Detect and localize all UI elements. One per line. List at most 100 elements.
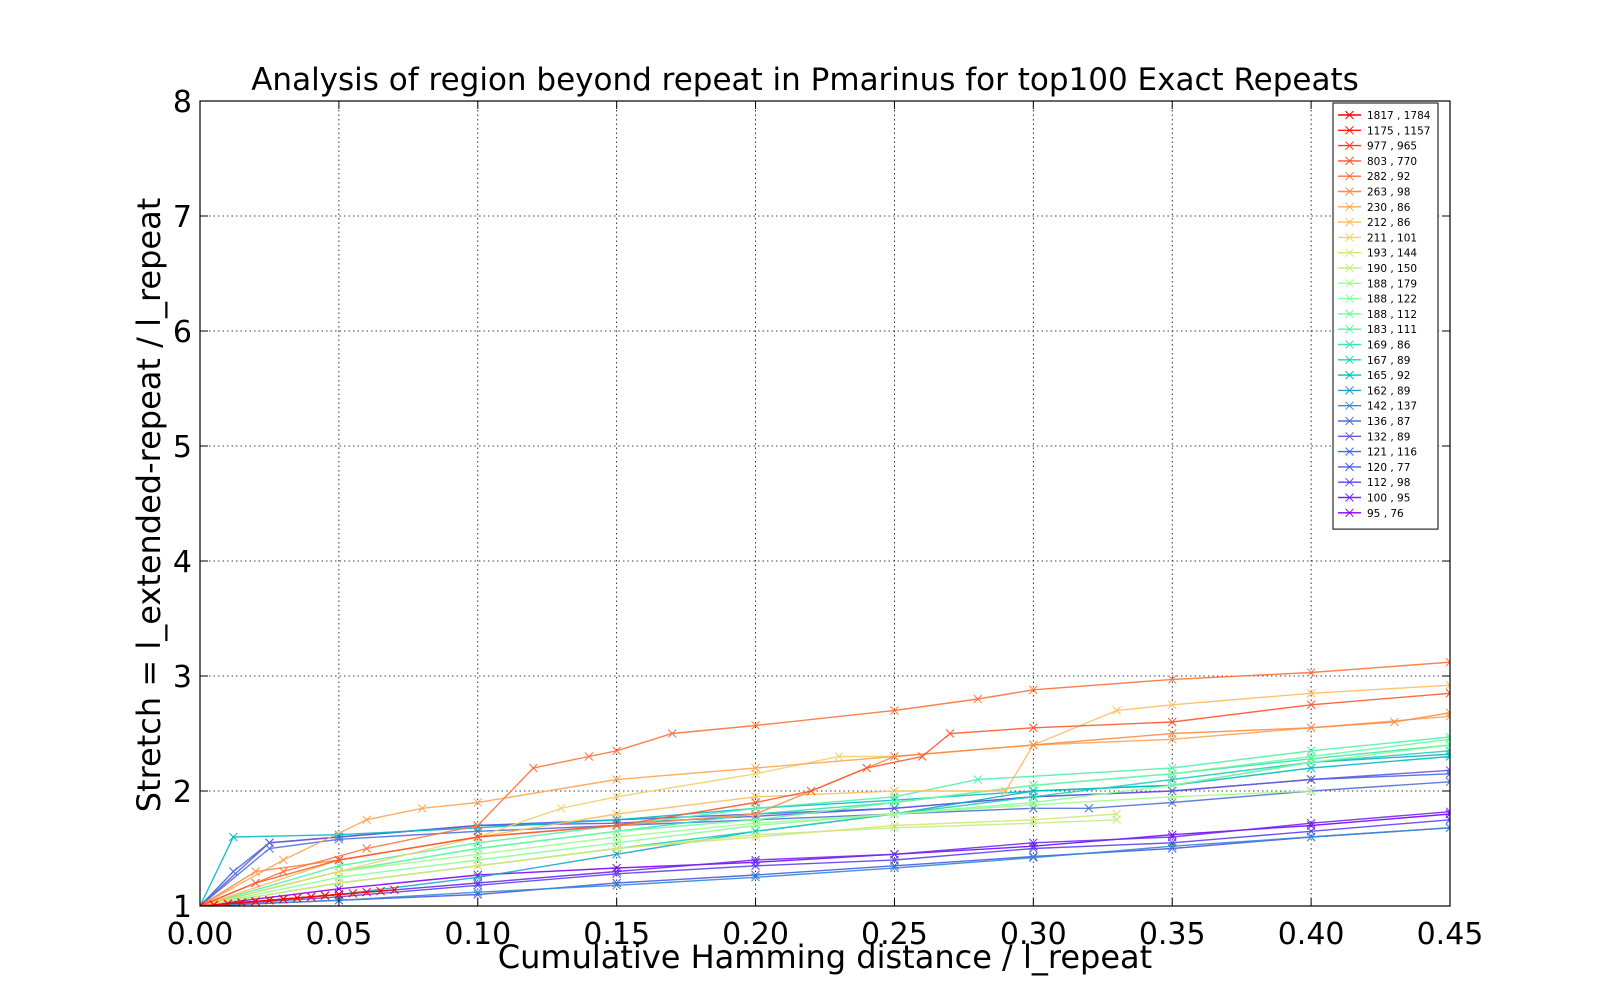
- legend-label: 112 , 98: [1367, 477, 1410, 489]
- data-point-marker: [667, 729, 677, 738]
- data-point-marker: [1028, 723, 1038, 733]
- series-193-144: [200, 809, 1122, 906]
- data-point-marker: [334, 834, 344, 844]
- marker-stroke: [1345, 386, 1354, 395]
- data-point-marker: [334, 878, 344, 888]
- marker-stroke: [751, 809, 760, 819]
- legend-label: 977 , 965: [1367, 141, 1417, 153]
- legend-marker: [1345, 263, 1354, 273]
- legend-marker: [1345, 248, 1354, 258]
- legend-entry: 190 , 150: [1338, 263, 1417, 275]
- legend-entry: 211 , 101: [1338, 232, 1417, 244]
- data-point-marker: [251, 897, 260, 906]
- legend-marker: [1345, 355, 1354, 365]
- marker-stroke: [251, 878, 260, 888]
- marker-stroke: [612, 792, 622, 802]
- legend-marker: [1345, 217, 1354, 227]
- data-point-marker: [1167, 792, 1177, 802]
- marker-stroke: [1167, 841, 1177, 851]
- data-point-marker: [334, 890, 344, 899]
- marker-stroke: [1345, 263, 1354, 273]
- marker-stroke: [1345, 110, 1354, 120]
- legend-marker: [1345, 171, 1354, 181]
- marker-stroke: [1345, 462, 1354, 472]
- marker-stroke: [1445, 734, 1450, 740]
- data-point-marker: [612, 832, 622, 842]
- marker-stroke: [1345, 248, 1354, 258]
- marker-stroke: [612, 775, 622, 784]
- data-point-marker: [862, 763, 872, 773]
- marker-stroke: [1445, 657, 1450, 663]
- legend-entry: 162 , 89: [1338, 385, 1410, 397]
- marker-stroke: [556, 803, 566, 813]
- marker-stroke: [890, 798, 899, 807]
- data-point-marker: [417, 803, 427, 813]
- marker-stroke: [1345, 141, 1354, 150]
- marker-stroke: [1445, 750, 1450, 756]
- data-point-marker: [1306, 775, 1316, 784]
- marker-stroke: [320, 891, 330, 901]
- marker-stroke: [278, 855, 288, 865]
- x-tick-label: 0.35: [1139, 917, 1206, 952]
- marker-stroke: [890, 821, 899, 830]
- marker-stroke: [278, 867, 288, 876]
- legend-marker: [1345, 462, 1354, 472]
- marker-stroke: [1445, 777, 1450, 783]
- x-tick-label: 0.00: [167, 917, 234, 952]
- data-point-marker: [890, 798, 899, 807]
- marker-stroke: [1028, 818, 1038, 828]
- data-point-marker: [473, 880, 483, 890]
- marker-stroke: [973, 775, 983, 784]
- data-point-marker: [1028, 685, 1038, 695]
- marker-stroke: [1445, 708, 1450, 714]
- x-tick-label: 0.40: [1278, 917, 1345, 952]
- data-point-marker: [834, 752, 844, 761]
- legend-label: 212 , 86: [1367, 217, 1411, 229]
- data-point-marker: [1445, 765, 1450, 775]
- series-line: [200, 692, 1450, 906]
- legend-label: 169 , 86: [1367, 340, 1411, 352]
- data-point-marker: [473, 861, 483, 871]
- legend-label: 136 , 87: [1367, 416, 1410, 428]
- marker-stroke: [278, 894, 288, 904]
- marker-stroke: [1306, 757, 1316, 767]
- marker-stroke: [1345, 477, 1354, 487]
- data-point-marker: [362, 887, 372, 897]
- data-point-marker: [973, 775, 983, 784]
- data-point-marker: [228, 867, 238, 876]
- data-point-marker: [390, 885, 399, 895]
- data-point-marker: [751, 818, 760, 828]
- x-tick-label: 0.30: [1000, 917, 1067, 952]
- marker-stroke: [1112, 706, 1122, 715]
- data-point-marker: [1306, 757, 1316, 767]
- marker-stroke: [1445, 715, 1450, 721]
- y-tick-label: 1: [173, 890, 192, 925]
- marker-stroke: [1345, 233, 1354, 242]
- data-point-marker: [1112, 809, 1122, 819]
- marker-stroke: [228, 832, 238, 842]
- data-point-marker: [612, 821, 622, 830]
- legend-marker: [1345, 187, 1354, 196]
- data-point-marker: [1167, 675, 1177, 684]
- marker-stroke: [1345, 294, 1354, 303]
- axis-ticks: 0.00 0.05 0.10 0.15 0.20 0.25 0.30 0.35 0.40 0.45…: [167, 85, 1484, 952]
- legend-label: 95 , 76: [1367, 508, 1404, 520]
- marker-stroke: [1445, 740, 1450, 746]
- data-point-marker: [612, 869, 622, 879]
- marker-stroke: [1028, 685, 1038, 695]
- marker-stroke: [612, 869, 622, 879]
- series-line: [200, 755, 895, 906]
- marker-stroke: [1167, 780, 1177, 790]
- data-point-marker: [528, 763, 538, 773]
- marker-stroke: [1345, 217, 1354, 227]
- legend-entry: 212 , 86: [1338, 217, 1411, 229]
- data-point-marker: [1167, 700, 1177, 710]
- marker-stroke: [1028, 740, 1038, 750]
- data-point-marker: [890, 809, 899, 819]
- data-point-marker: [1445, 708, 1450, 718]
- marker-stroke: [1084, 803, 1094, 813]
- data-point-marker: [890, 786, 899, 796]
- data-point-marker: [362, 815, 372, 825]
- legend-entry: 193 , 144: [1338, 248, 1417, 260]
- data-point-marker: [278, 894, 288, 904]
